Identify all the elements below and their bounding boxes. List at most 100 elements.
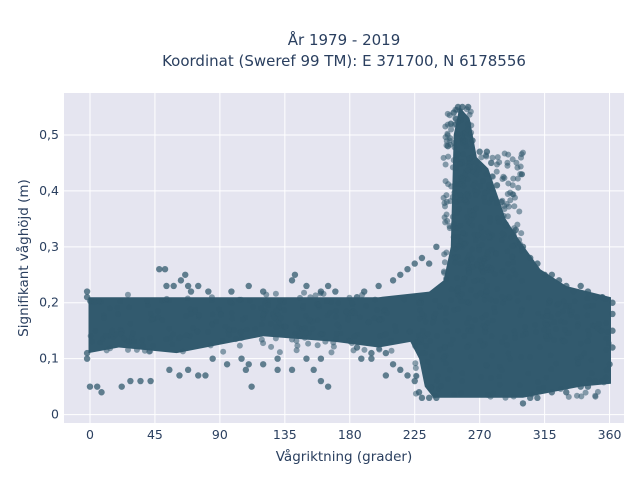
scatter-point [488, 159, 495, 167]
scatter-point [457, 191, 464, 198]
scatter-point [440, 268, 447, 275]
scatter-point [584, 383, 592, 390]
x-tick-label: 90 [212, 427, 228, 442]
scatter-point [496, 159, 503, 166]
scatter-point [488, 265, 495, 272]
scatter-point [416, 315, 423, 322]
scatter-point [498, 198, 505, 206]
scatter-point [239, 316, 246, 323]
scatter-point [300, 302, 307, 309]
scatter-point [494, 154, 501, 161]
scatter-point [245, 282, 252, 290]
scatter-point [441, 344, 448, 351]
scatter-point [433, 394, 440, 402]
scatter-point [460, 182, 467, 189]
scatter-point [163, 282, 170, 290]
scatter-point [488, 246, 495, 253]
scatter-point [404, 372, 411, 379]
scatter-point [563, 282, 570, 290]
scatter-point [228, 309, 235, 316]
scatter-point [517, 163, 524, 170]
scatter-point [129, 330, 136, 337]
scatter-point [565, 330, 572, 337]
scatter-point [137, 377, 144, 385]
scatter-point [446, 137, 453, 144]
scatter-point [418, 310, 425, 317]
chart-title-line-2: Koordinat (Sweref 99 TM): E 371700, N 61… [162, 52, 526, 70]
scatter-point [455, 242, 462, 249]
scatter-point [479, 277, 486, 284]
scatter-point [353, 293, 361, 301]
scatter-point [510, 267, 517, 274]
scatter-point [548, 271, 556, 278]
scatter-point [209, 311, 216, 318]
scatter-point [472, 192, 479, 199]
scatter-point [482, 312, 489, 318]
scatter-point [499, 230, 506, 237]
scatter-point [561, 319, 568, 326]
scatter-point [458, 298, 465, 305]
scatter-point [496, 381, 503, 388]
scatter-point [351, 333, 358, 340]
scatter-point [440, 154, 447, 161]
scatter-point [457, 238, 464, 245]
scatter-point [561, 326, 568, 333]
scatter-point [444, 328, 451, 335]
scatter-point [348, 340, 355, 347]
scatter-point [170, 282, 177, 290]
scatter-point [570, 288, 577, 295]
scatter-point [540, 326, 547, 333]
scatter-point [546, 297, 553, 304]
scatter-point [478, 374, 485, 381]
x-tick-label: 0 [86, 427, 94, 442]
scatter-point [504, 213, 511, 220]
scatter-point [94, 383, 101, 390]
scatter-point [246, 297, 253, 304]
scatter-point [516, 382, 523, 389]
scatter-point [114, 311, 121, 318]
scatter-point [493, 297, 499, 304]
scatter-point [505, 260, 512, 267]
scatter-point [393, 328, 400, 335]
scatter-point [591, 377, 599, 385]
scatter-point [127, 320, 134, 327]
scatter-point [458, 291, 465, 297]
scatter-point [483, 361, 490, 368]
scatter-point [427, 384, 434, 391]
y-tick-label: 0,2 [39, 295, 59, 310]
scatter-point [468, 328, 475, 335]
scatter-point [516, 208, 523, 215]
scatter-point [163, 295, 170, 302]
scatter-point [273, 324, 280, 331]
scatter-point [535, 385, 542, 392]
scatter-point [375, 282, 382, 290]
scatter-point [258, 321, 265, 328]
scatter-point [436, 346, 443, 353]
scatter-point [236, 342, 243, 349]
scatter-point [114, 304, 121, 311]
scatter-point [479, 342, 486, 349]
scatter-point [288, 366, 296, 374]
x-axis-ticks: 0 45 90 135 180 225 270 315 360 [86, 427, 622, 442]
scatter-point [493, 182, 501, 189]
scatter-point [309, 325, 316, 332]
scatter-point [440, 354, 447, 361]
scatter-point [445, 181, 452, 188]
scatter-point [477, 290, 484, 297]
scatter-point [106, 305, 113, 312]
scatter-point [532, 322, 539, 329]
scatter-point [526, 254, 534, 262]
scatter-point [312, 292, 319, 299]
scatter-point [177, 277, 185, 284]
y-tick-label: 0,3 [39, 239, 59, 254]
scatter-point [376, 316, 383, 323]
scatter-point [453, 275, 460, 282]
scatter-point [496, 373, 503, 380]
scatter-point [418, 394, 426, 402]
scatter-point [288, 336, 295, 343]
scatter-point [432, 297, 439, 304]
scatter-point [371, 315, 378, 322]
scatter-point [446, 366, 453, 373]
scatter-point [502, 221, 509, 228]
